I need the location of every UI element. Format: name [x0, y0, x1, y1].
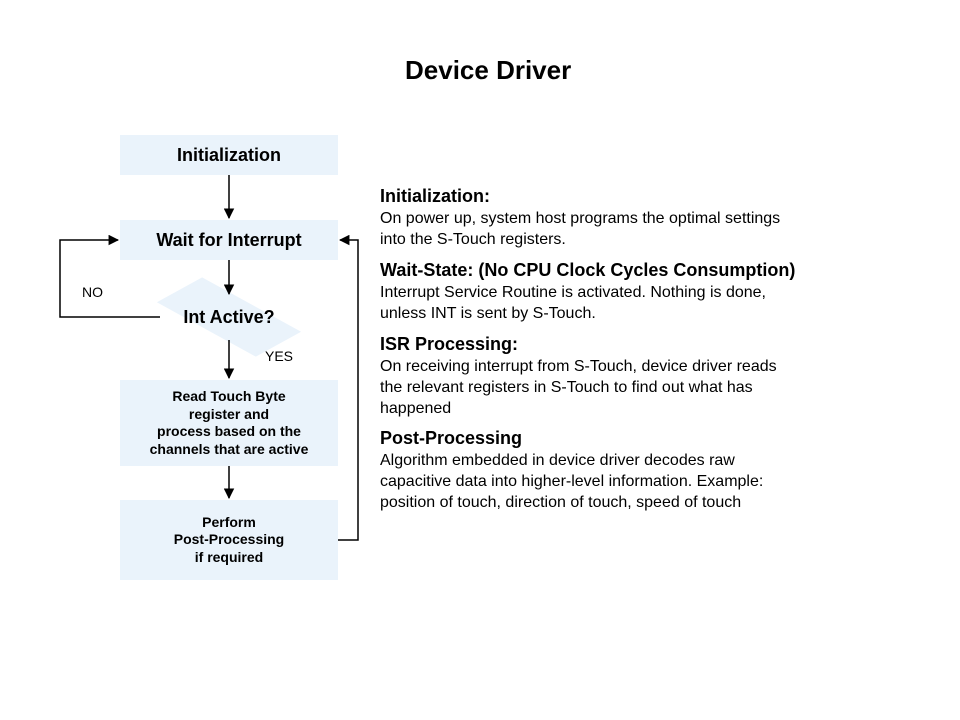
edge-label-yes: YES — [265, 348, 293, 364]
desc-section-1: Wait-State: (No CPU Clock Cycles Consump… — [380, 260, 880, 325]
desc-body: Algorithm embedded in device driver deco… — [380, 451, 880, 513]
node-decision: Int Active? — [159, 285, 299, 349]
desc-title: Post-Processing — [380, 428, 880, 449]
desc-title: Initialization: — [380, 186, 880, 207]
desc-body: On power up, system host programs the op… — [380, 209, 880, 251]
node-post: PerformPost-Processingif required — [120, 500, 338, 580]
decision-label: Int Active? — [159, 285, 299, 349]
desc-title: ISR Processing: — [380, 334, 880, 355]
node-read: Read Touch Byteregister andprocess based… — [120, 380, 338, 466]
desc-body: Interrupt Service Routine is activated. … — [380, 283, 880, 325]
desc-section-2: ISR Processing:On receiving interrupt fr… — [380, 334, 880, 419]
desc-section-0: Initialization:On power up, system host … — [380, 186, 880, 251]
desc-section-3: Post-ProcessingAlgorithm embedded in dev… — [380, 428, 880, 513]
edge-label-no: NO — [82, 284, 103, 300]
desc-body: On receiving interrupt from S-Touch, dev… — [380, 357, 880, 419]
page-title: Device Driver — [405, 55, 571, 86]
node-wait: Wait for Interrupt — [120, 220, 338, 260]
desc-title: Wait-State: (No CPU Clock Cycles Consump… — [380, 260, 880, 281]
node-initialization: Initialization — [120, 135, 338, 175]
